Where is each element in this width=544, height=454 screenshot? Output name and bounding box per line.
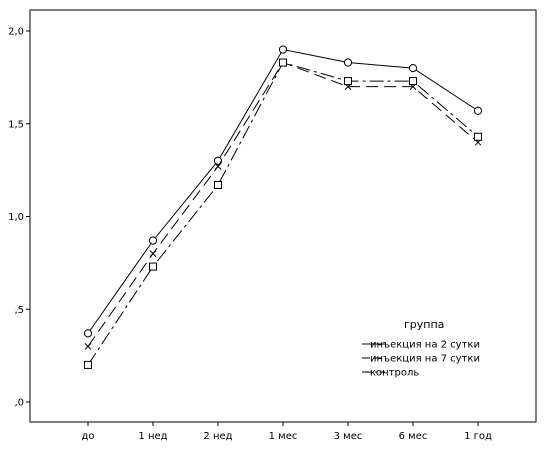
data-point (409, 77, 417, 86)
x-tick-label: 6 мес (399, 431, 428, 442)
legend-item: инъекция на 2 сутки (362, 340, 480, 351)
x-tick-label: до (81, 431, 94, 442)
x-axis: до 1 нед 2 нед 1 мес 3 мес 6 мес 1 год (81, 422, 492, 442)
legend-label: инъекция на 2 сутки (370, 340, 480, 351)
data-point (214, 180, 222, 189)
x-tick-label: 1 нед (138, 431, 167, 442)
legend-item: инъекция на 7 сутки (362, 354, 480, 365)
data-point (149, 250, 157, 257)
data-point (344, 77, 352, 86)
legend-label: контроль (370, 368, 419, 379)
x-tick-label: 2 нед (203, 431, 232, 442)
legend-item: контроль (362, 368, 419, 379)
data-point (408, 64, 418, 73)
series-layer (83, 45, 483, 369)
y-tick-label: 1,0 (8, 212, 24, 223)
x-tick-label: 1 год (464, 431, 492, 442)
data-point (214, 163, 222, 170)
data-point (474, 132, 482, 141)
x-tick-label: 3 мес (334, 431, 363, 442)
y-axis: ,0 ,5 1,0 1,5 2,0 (8, 27, 30, 409)
legend-label: инъекция на 7 сутки (370, 354, 480, 365)
legend-items: инъекция на 2 сутки инъекция на 7 сутки ко… (362, 340, 480, 379)
plot-frame (29, 9, 537, 423)
data-point (279, 58, 287, 67)
data-point (149, 262, 157, 271)
series-1 (83, 45, 483, 338)
series-3 (84, 58, 482, 369)
y-tick-label: 2,0 (8, 27, 24, 38)
legend-title: группа (404, 318, 444, 331)
x-tick-label: 1 мес (269, 431, 298, 442)
data-point (84, 342, 92, 350)
y-tick-label: ,5 (14, 305, 24, 316)
y-tick-label: ,0 (14, 398, 24, 409)
data-point (278, 45, 288, 54)
data-point (473, 106, 483, 115)
data-point (84, 360, 92, 369)
data-point (343, 58, 353, 67)
legend: группа инъекция на 2 сутки инъекция на 7 … (362, 318, 480, 379)
data-point (148, 236, 158, 245)
data-point (83, 329, 93, 338)
y-tick-label: 1,5 (8, 119, 24, 130)
